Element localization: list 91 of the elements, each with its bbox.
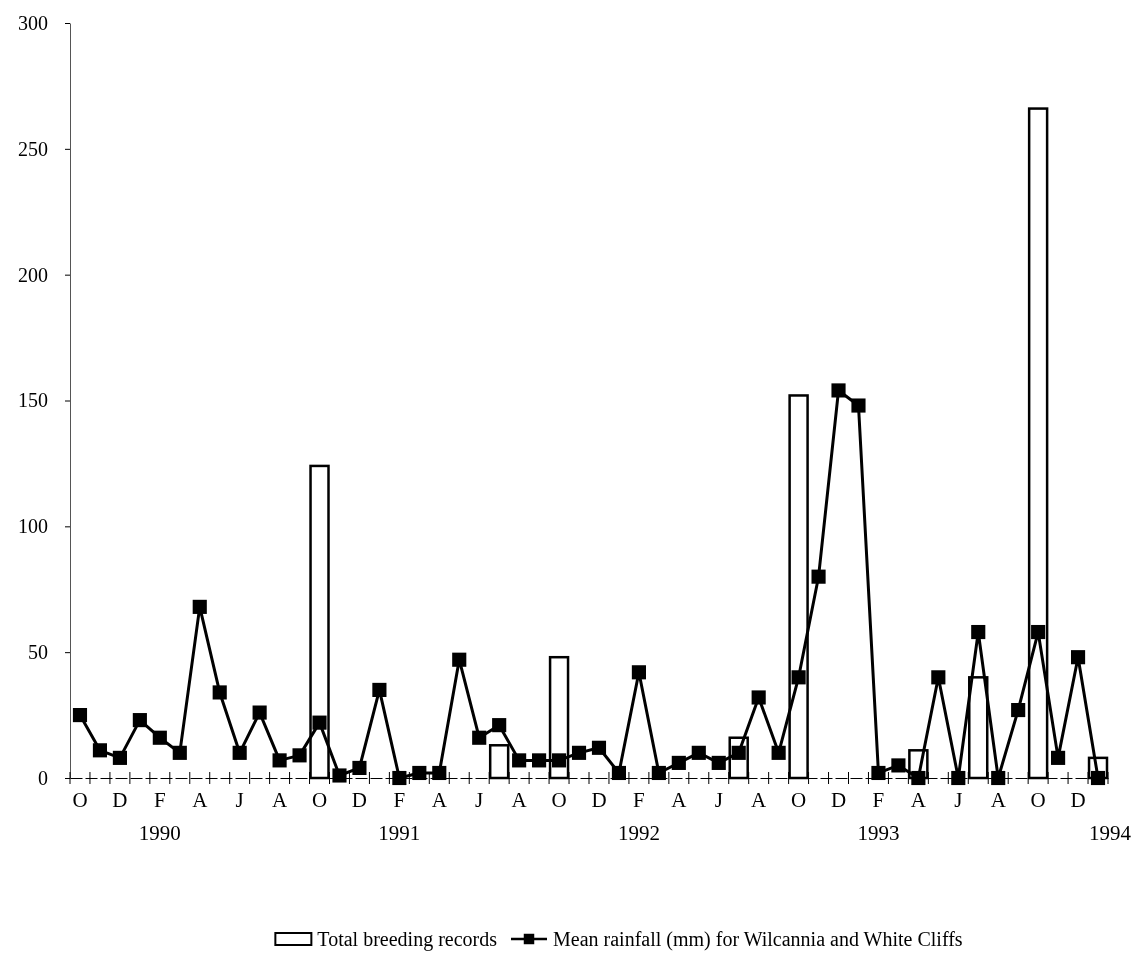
point [172,745,187,760]
x-tick-label: A [192,787,209,812]
point [112,750,127,765]
point [312,715,327,730]
point [871,765,886,781]
x-tick-label: A [431,787,448,812]
point [611,765,627,781]
y-tick-label: 250 [18,137,48,160]
x-tick-label: J [954,787,963,812]
y-tick-label: 100 [18,515,48,538]
x-tick-label: F [633,787,645,812]
x-tick-label: A [751,787,768,812]
point [631,665,646,680]
point [432,765,447,781]
point [152,730,167,745]
y-tick-label: 150 [18,389,48,412]
x-tick-label: A [990,787,1007,812]
point [911,770,926,786]
point [891,758,906,773]
point [591,740,607,755]
point [931,670,946,685]
y-tick-label: 0 [38,766,48,789]
y-tick-label: 50 [28,641,48,664]
point [691,745,706,760]
point [771,745,786,760]
legend-label: Total breeding records [317,928,498,951]
point [1090,770,1106,786]
text: 1991 [378,821,421,845]
x-tick-label: O [551,787,567,812]
point [232,745,247,760]
x-tick-label: D [591,787,607,812]
point [811,569,826,584]
point [551,753,567,768]
point [452,652,467,667]
x-tick-label: A [272,787,289,812]
point [212,685,227,700]
point [951,770,966,786]
x-tick-label: D [351,787,368,812]
text: 1994 [1089,821,1132,845]
x-tick-label: J [475,787,484,812]
x-tick-label: F [872,787,885,812]
point [851,398,866,413]
x-tick-label: A [671,787,688,812]
point [991,770,1006,786]
x-tick-label: J [714,787,723,812]
point [571,745,587,760]
point [971,624,986,640]
point [671,755,686,770]
point [412,765,427,781]
y-tick-label: 200 [18,263,48,286]
x-tick-label: A [511,787,528,812]
x-tick-label: F [153,787,166,812]
x-tick-label: J [235,787,244,812]
point [791,670,806,685]
point [72,708,88,723]
point [372,682,387,697]
point [92,743,108,758]
x-tick-label: O [1030,787,1046,812]
point [512,753,527,768]
point [1011,702,1026,718]
x-tick-label: O [311,787,328,812]
point [532,753,547,768]
point [332,768,347,783]
x-tick-label: D [1070,787,1086,812]
point [711,755,726,770]
point [1070,650,1086,665]
point [292,748,307,763]
x-tick-label: O [791,787,807,812]
x-tick-label: A [910,787,927,812]
legend-label: Mean rainfall (mm) for Wilcannia and White Cliffs [553,928,963,951]
text: 1993 [857,821,900,845]
text: 1992 [617,821,660,845]
x-tick-label: O [72,787,88,812]
y-tick-label: 300 [18,11,48,34]
point [272,753,287,768]
point [352,760,367,775]
point [192,599,207,614]
point [492,718,507,733]
point [831,383,846,398]
x-tick-label: D [112,787,128,812]
point [751,690,766,705]
point [1051,750,1066,765]
point [472,730,487,745]
point [1031,624,1046,640]
x-tick-label: D [830,787,847,812]
point [252,705,267,720]
point [651,765,666,781]
x-tick-label: F [393,787,406,812]
text: 1990 [138,821,181,845]
point [132,713,147,728]
point [392,770,407,786]
